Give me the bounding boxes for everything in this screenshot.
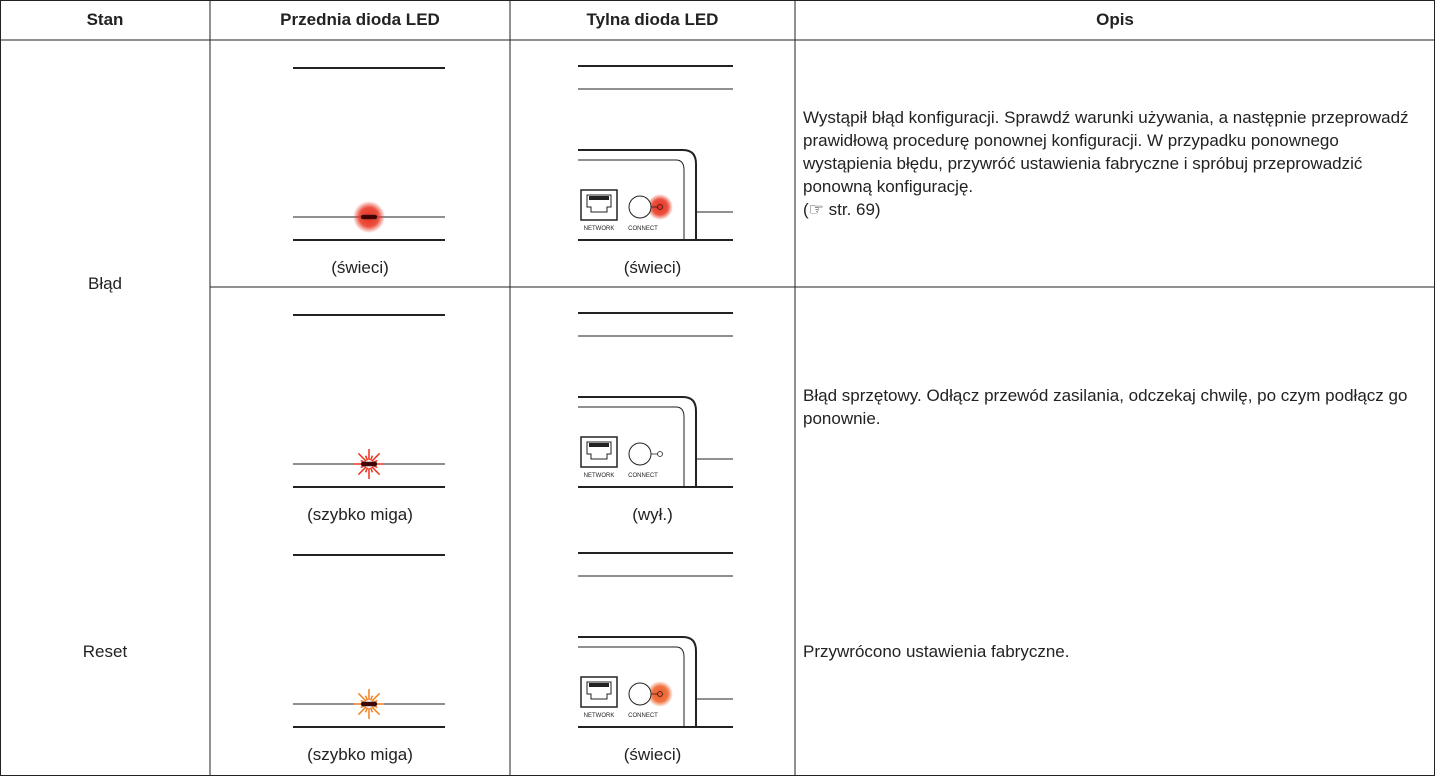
jack-port bbox=[586, 441, 612, 460]
connect-button bbox=[628, 682, 652, 706]
led-ray bbox=[357, 706, 367, 716]
description-text: Błąd sprzętowy. Odłącz przewód zasilania… bbox=[803, 386, 1408, 428]
device-outline bbox=[578, 636, 697, 727]
led-ray bbox=[371, 706, 381, 716]
led bbox=[360, 214, 378, 220]
connect-label: CONNECT bbox=[628, 713, 658, 719]
led-ray bbox=[371, 692, 381, 702]
led-ray bbox=[369, 467, 374, 473]
led-ray bbox=[357, 692, 367, 702]
device-outline bbox=[578, 396, 697, 487]
device-inner bbox=[578, 159, 685, 240]
description-cell: Wystąpił błąd konfiguracji. Sprawdź waru… bbox=[795, 40, 1435, 287]
description-text: (☞ str. 69) bbox=[803, 200, 881, 219]
led bbox=[360, 461, 378, 467]
connect-led bbox=[657, 691, 663, 697]
rear-led-label: (świeci) bbox=[623, 745, 682, 764]
front-led-label: (świeci) bbox=[331, 258, 389, 277]
rear-led-label: (świeci) bbox=[623, 258, 682, 277]
connect-button bbox=[628, 195, 652, 219]
jack-pins bbox=[589, 196, 609, 200]
front-led-label: (szybko miga) bbox=[307, 505, 413, 524]
led-ray bbox=[364, 695, 369, 701]
header-cell: Tylna dioda LED bbox=[586, 10, 719, 29]
network-label: NETWORK bbox=[584, 226, 615, 232]
led-ray bbox=[369, 455, 374, 461]
led-ray bbox=[369, 695, 374, 701]
state-cell: Reset bbox=[82, 641, 128, 661]
led-ray bbox=[357, 452, 367, 462]
network-label: NETWORK bbox=[584, 713, 615, 719]
device-inner bbox=[578, 406, 685, 487]
device-outline bbox=[578, 149, 697, 240]
led-ray bbox=[371, 452, 381, 462]
led-ray bbox=[364, 455, 369, 461]
header-cell: Opis bbox=[1096, 10, 1134, 29]
led-ray bbox=[364, 707, 369, 713]
led-ray bbox=[369, 707, 374, 713]
state-cell: Błąd bbox=[87, 273, 123, 293]
jack-pins bbox=[589, 443, 609, 447]
description-text: Przywrócono ustawienia fabryczne. bbox=[803, 642, 1070, 661]
description-cell: Przywrócono ustawienia fabryczne. bbox=[795, 527, 1435, 776]
jack-port bbox=[586, 194, 612, 213]
description-cell: Błąd sprzętowy. Odłącz przewód zasilania… bbox=[795, 287, 1435, 527]
led-ray bbox=[357, 466, 367, 476]
network-label: NETWORK bbox=[584, 473, 615, 479]
device-inner bbox=[578, 646, 685, 727]
connect-led bbox=[657, 451, 663, 457]
led-ray bbox=[371, 466, 381, 476]
connect-button bbox=[628, 442, 652, 466]
led bbox=[360, 701, 378, 707]
led-ray bbox=[364, 467, 369, 473]
header-cell: Stan bbox=[86, 10, 124, 29]
jack-pins bbox=[589, 683, 609, 687]
jack-port bbox=[586, 681, 612, 700]
connect-label: CONNECT bbox=[628, 226, 658, 232]
rear-led-label: (wył.) bbox=[632, 505, 673, 524]
connect-label: CONNECT bbox=[628, 473, 658, 479]
front-led-label: (szybko miga) bbox=[307, 745, 413, 764]
header-cell: Przednia dioda LED bbox=[280, 10, 440, 29]
connect-led bbox=[657, 204, 663, 210]
description-text: Wystąpił błąd konfiguracji. Sprawdź waru… bbox=[803, 108, 1409, 196]
